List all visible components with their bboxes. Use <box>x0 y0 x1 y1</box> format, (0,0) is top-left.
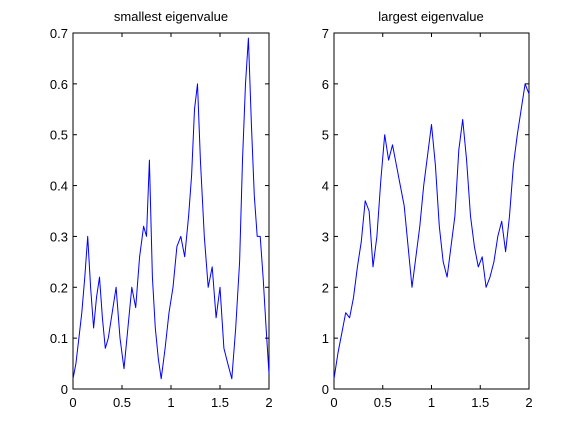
plot-area <box>72 32 270 390</box>
y-tick-label: 4 <box>322 179 329 194</box>
y-tick-label: 0.4 <box>50 179 68 194</box>
x-tick-label: 2 <box>265 395 272 410</box>
y-tick-label: 0.1 <box>50 331 68 346</box>
x-tick-label: 1.5 <box>211 395 229 410</box>
y-tick-label: 0.6 <box>50 77 68 92</box>
x-tick-label: 1 <box>428 395 435 410</box>
x-tick-label: 0.5 <box>374 395 392 410</box>
y-tick-label: 0.2 <box>50 280 68 295</box>
y-tick-label: 0.3 <box>50 229 68 244</box>
y-tick-label: 5 <box>322 128 329 143</box>
y-tick-label: 0.7 <box>50 26 68 41</box>
y-tick-label: 2 <box>322 280 329 295</box>
series-line <box>72 37 270 380</box>
plot-area <box>333 32 530 390</box>
x-tick-label: 0 <box>69 395 76 410</box>
x-tick-label: 0.5 <box>113 395 131 410</box>
chart-title: smallest eigenvalue <box>114 9 228 24</box>
x-tick-label: 0 <box>330 395 337 410</box>
y-tick-label: 3 <box>322 229 329 244</box>
x-tick-label: 1 <box>167 395 174 410</box>
y-tick-label: 1 <box>322 331 329 346</box>
y-tick-label: 7 <box>322 26 329 41</box>
chart-title: largest eigenvalue <box>378 9 484 24</box>
series-line <box>333 83 530 379</box>
y-tick-label: 0.5 <box>50 128 68 143</box>
x-tick-label: 2 <box>525 395 532 410</box>
chart-smallest-eigenvalue: smallest eigenvalue 0 0.5 1 1.5 2 0 0.1 0.2 0.3 0… <box>50 9 273 410</box>
y-tick-label: 0 <box>322 382 329 397</box>
y-tick-label: 0 <box>61 382 68 397</box>
chart-largest-eigenvalue: largest eigenvalue 0 0.5 1 1.5 2 0 1 2 3 4 5 6 7 <box>322 9 533 410</box>
x-tick-label: 1.5 <box>471 395 489 410</box>
y-tick-label: 6 <box>322 77 329 92</box>
